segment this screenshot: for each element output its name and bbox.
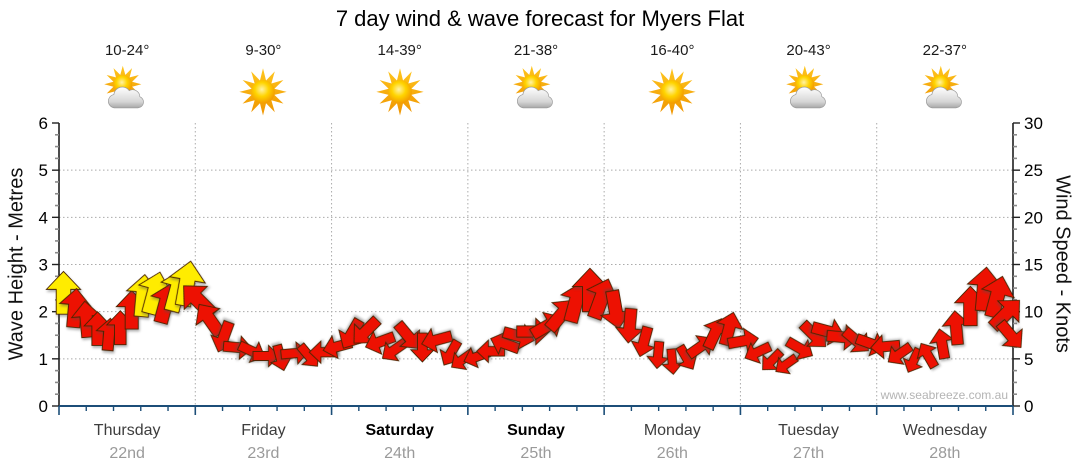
wind-arrow-marker: [870, 334, 901, 360]
wind-arrow-marker: [980, 275, 1016, 320]
right-axis-tick-label: 30: [1024, 114, 1043, 133]
wind-arrow-marker: [744, 341, 773, 364]
day-date-label: 22nd: [109, 445, 145, 462]
wind-arrow-marker: [987, 299, 1020, 333]
wind-arrow-marker: [995, 318, 1023, 349]
watermark-text: www.seabreeze.com.au: [880, 388, 1008, 402]
wind-arrow-marker: [887, 341, 914, 365]
wind-arrow-marker: [45, 270, 82, 315]
wind-arrow-series: [45, 260, 1023, 375]
day-temp-label: 22-37°: [922, 42, 968, 59]
wind-arrow-marker: [393, 319, 421, 349]
day-temp-label: 10-24°: [104, 42, 150, 59]
right-axis-tick-label: 10: [1024, 303, 1043, 322]
wind-arrow-marker: [421, 327, 454, 354]
day-name-label: Monday: [643, 422, 701, 439]
weather-icon-sun-cloud: [782, 64, 836, 123]
weather-icon-sun: [645, 64, 699, 123]
left-axis-tick-label: 2: [39, 303, 48, 322]
day-temp-label: 21-38°: [513, 42, 559, 59]
day-temp-label: 14-39°: [377, 42, 422, 59]
weather-icon-sun: [373, 64, 427, 123]
weather-icon-sun: [236, 64, 290, 123]
wind-arrow-marker: [775, 353, 799, 375]
wind-arrow-marker: [902, 346, 924, 373]
right-axis-tick-label: 0: [1024, 397, 1033, 416]
left-axis-tick-label: 5: [39, 161, 48, 180]
day-date-label: 27th: [792, 445, 825, 462]
left-axis-tick-label: 6: [39, 114, 48, 133]
day-name-label: Thursday: [93, 422, 161, 439]
wind-arrow-marker: [916, 342, 940, 370]
day-date-label: 26th: [656, 445, 688, 462]
right-axis-tick-label: 20: [1024, 208, 1043, 227]
left-axis-tick-label: 3: [39, 256, 48, 275]
day-date-label: 24th: [384, 445, 416, 462]
day-name-label: Saturday: [365, 422, 434, 439]
day-date-label: 28th: [929, 445, 961, 462]
wind-arrow-marker: [784, 336, 814, 361]
wind-arrow-marker: [252, 344, 281, 368]
left-axis-tick-label: 1: [39, 350, 48, 369]
day-temp-label: 9-30°: [245, 42, 282, 59]
right-axis-tick-label: 5: [1024, 350, 1033, 369]
day-name-label: Sunday: [507, 422, 565, 439]
weather-icon-sun-cloud: [509, 64, 563, 123]
wind-arrow-marker: [364, 330, 397, 355]
wind-arrow-marker: [475, 339, 506, 364]
wind-arrow-marker: [715, 311, 744, 347]
day-date-label: 23rd: [247, 445, 280, 462]
right-axis-tick-label: 15: [1024, 256, 1043, 275]
left-axis-tick-label: 0: [39, 397, 48, 416]
weather-icon-sun-cloud: [918, 64, 972, 123]
right-axis-tick-label: 25: [1024, 161, 1043, 180]
left-axis-tick-label: 4: [39, 208, 48, 227]
day-name-label: Tuesday: [778, 422, 839, 439]
day-date-label: 25th: [520, 445, 552, 462]
weather-icon-sun-cloud: [100, 64, 154, 123]
wind-arrow-marker: [168, 260, 207, 308]
day-temp-label: 16-40°: [650, 42, 695, 59]
day-name-label: Wednesday: [902, 422, 987, 439]
day-name-label: Friday: [241, 422, 286, 439]
page-title: 7 day wind & wave forecast for Myers Fla…: [335, 6, 745, 31]
day-temp-label: 20-43°: [786, 42, 831, 59]
